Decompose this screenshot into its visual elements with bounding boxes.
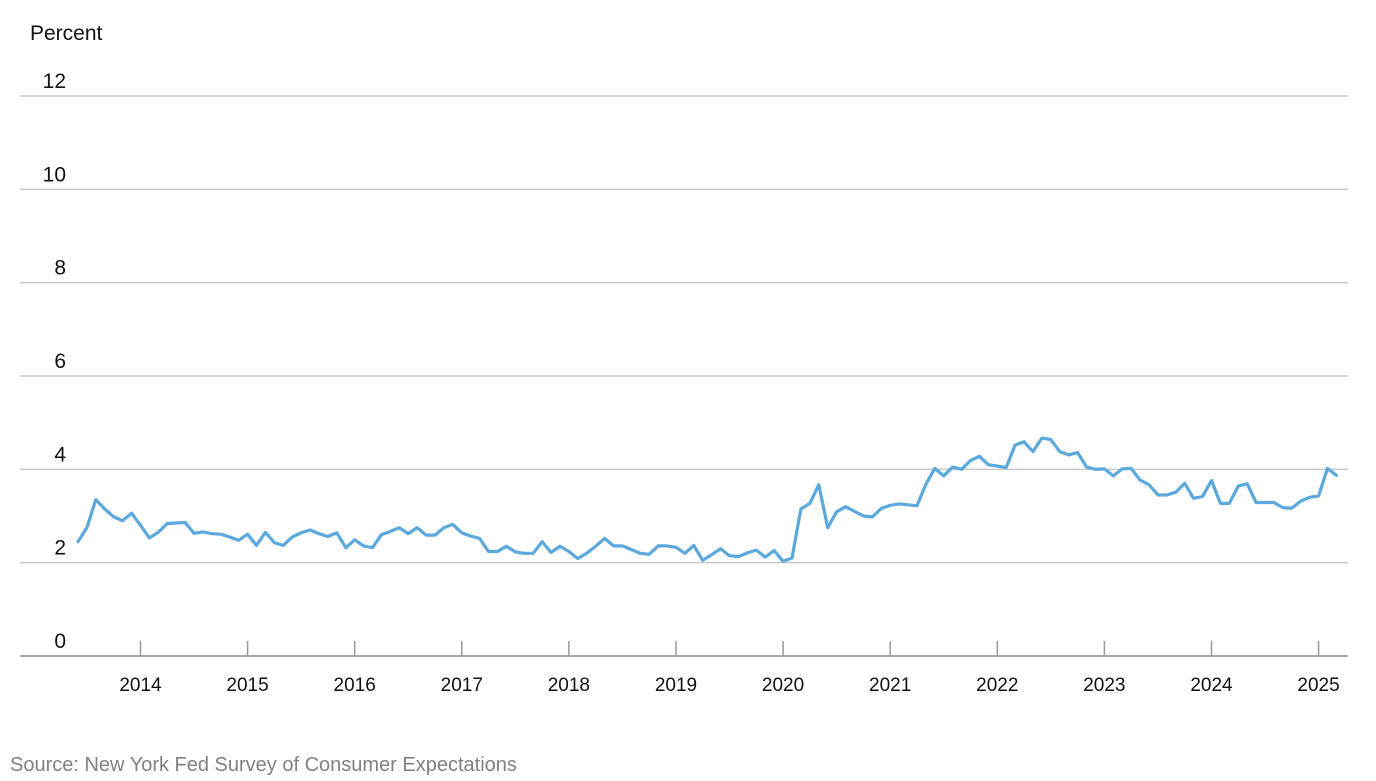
x-tick-label-2014: 2014 xyxy=(119,675,162,696)
y-tick-label-10: 10 xyxy=(43,163,66,186)
y-axis-title: Percent xyxy=(30,22,103,45)
x-tick-label-2022: 2022 xyxy=(976,675,1018,696)
y-tick-label-8: 8 xyxy=(54,257,66,280)
x-tick-label-2020: 2020 xyxy=(762,675,804,696)
y-tick-label-6: 6 xyxy=(54,350,66,373)
source-note: Source: New York Fed Survey of Consumer … xyxy=(10,754,517,776)
y-tick-label-12: 12 xyxy=(43,70,66,93)
y-tick-label-0: 0 xyxy=(54,630,66,653)
x-tick-label-2021: 2021 xyxy=(869,675,911,696)
x-tick-label-2023: 2023 xyxy=(1083,675,1125,696)
y-tick-label-2: 2 xyxy=(54,537,66,560)
x-tick-label-2017: 2017 xyxy=(441,675,483,696)
series-line-0 xyxy=(76,436,1339,563)
x-tick-label-2025: 2025 xyxy=(1297,675,1339,696)
y-tick-label-4: 4 xyxy=(54,443,66,466)
x-tick-label-2016: 2016 xyxy=(334,675,376,696)
line-chart-svg: 0 2 4 6 8 10 12 2014 2015 2016 2017 2018 2019 2020 202… xyxy=(20,70,1348,696)
x-tick-label-2018: 2018 xyxy=(548,675,590,696)
x-tick-label-2015: 2015 xyxy=(226,675,268,696)
x-tick-label-2024: 2024 xyxy=(1190,675,1233,696)
x-tick-label-2019: 2019 xyxy=(655,675,697,696)
